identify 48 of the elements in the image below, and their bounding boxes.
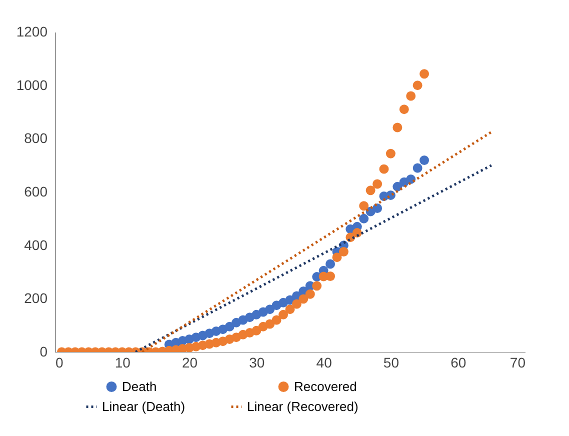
x-tick-label: 50: [383, 354, 400, 370]
point: [338, 247, 348, 256]
y-tick-label: 600: [24, 184, 48, 200]
point: [326, 259, 336, 269]
point: [224, 322, 234, 332]
point: [252, 326, 262, 336]
point: [272, 315, 282, 325]
x-tick-label: 0: [56, 354, 64, 370]
y-tick-label: 800: [24, 130, 48, 146]
point: [332, 252, 342, 262]
point: [406, 91, 416, 101]
legend-label: Linear (Death): [102, 398, 186, 414]
point: [412, 163, 422, 173]
x-tick-label: 60: [450, 354, 466, 370]
y-tick-label: 0: [40, 344, 48, 360]
point: [305, 289, 315, 299]
point: [359, 214, 369, 224]
point: [372, 204, 382, 213]
point: [399, 104, 409, 114]
y-tick-label: 1200: [16, 24, 48, 40]
point: [420, 156, 430, 165]
point: [372, 179, 382, 189]
x-tick-label: 70: [510, 354, 526, 370]
point: [312, 281, 322, 291]
point: [366, 186, 376, 196]
legend-label: Linear (Recovered): [247, 398, 358, 414]
point: [386, 148, 396, 158]
point: [326, 272, 336, 281]
point: [412, 80, 422, 90]
point: [359, 201, 369, 211]
y-tick-label: 1000: [16, 76, 48, 93]
point: [292, 299, 302, 309]
point: [265, 304, 275, 314]
point: [420, 69, 430, 79]
point: [379, 164, 389, 174]
point: [298, 294, 308, 304]
x-tick-label: 20: [182, 354, 198, 370]
point: [278, 310, 288, 320]
point: [265, 319, 275, 329]
legend-label: Recovered: [294, 378, 357, 394]
y-tick-label: 200: [24, 290, 48, 306]
x-tick-label: 40: [316, 354, 332, 370]
x-tick-label: 30: [249, 354, 265, 370]
y-tick-label: 400: [24, 236, 48, 253]
point: [392, 122, 402, 132]
x-tick-label: 10: [114, 354, 131, 370]
legend-label: Death: [122, 378, 157, 394]
point: [285, 304, 295, 314]
